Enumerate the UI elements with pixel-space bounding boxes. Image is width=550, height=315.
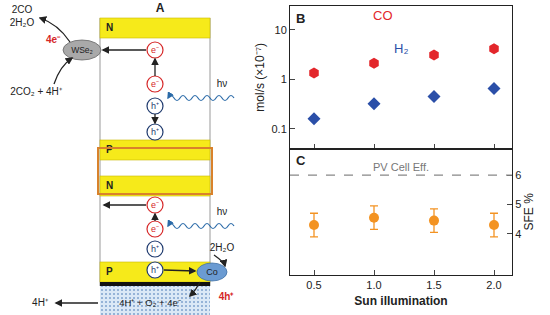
svg-text:SFE %: SFE % bbox=[522, 193, 536, 231]
svg-text:hν: hν bbox=[217, 78, 228, 89]
svg-text:1.0: 1.0 bbox=[366, 279, 381, 291]
svg-text:2CO: 2CO bbox=[12, 4, 33, 15]
svg-text:e⁻: e⁻ bbox=[151, 224, 159, 234]
svg-text:mol/s (×10⁻⁷): mol/s (×10⁻⁷) bbox=[253, 43, 267, 112]
svg-text:10: 10 bbox=[275, 24, 287, 36]
svg-text:h⁺: h⁺ bbox=[151, 265, 159, 275]
svg-text:Sun illumination: Sun illumination bbox=[354, 294, 447, 308]
svg-text:4H⁺ + O₂ + 4e⁻: 4H⁺ + O₂ + 4e⁻ bbox=[119, 297, 180, 308]
svg-text:C: C bbox=[296, 153, 306, 168]
svg-text:h⁺: h⁺ bbox=[151, 127, 159, 137]
svg-text:4h⁺: 4h⁺ bbox=[219, 291, 235, 302]
svg-text:h⁺: h⁺ bbox=[151, 244, 159, 254]
svg-text:N: N bbox=[106, 180, 113, 191]
svg-text:6: 6 bbox=[515, 169, 521, 181]
svg-text:4: 4 bbox=[515, 228, 521, 240]
svg-text:hν: hν bbox=[217, 206, 228, 217]
svg-text:H₂: H₂ bbox=[394, 41, 408, 56]
svg-text:P: P bbox=[106, 144, 113, 155]
svg-text:B: B bbox=[296, 11, 305, 26]
svg-text:1.5: 1.5 bbox=[426, 279, 441, 291]
svg-text:N: N bbox=[106, 22, 113, 33]
svg-text:e⁻: e⁻ bbox=[151, 79, 159, 89]
svg-text:2.0: 2.0 bbox=[486, 279, 501, 291]
svg-text:4H⁺: 4H⁺ bbox=[32, 297, 49, 308]
svg-text:5: 5 bbox=[515, 198, 521, 210]
svg-text:h⁺: h⁺ bbox=[151, 101, 159, 111]
svg-text:2H₂O: 2H₂O bbox=[10, 17, 35, 28]
svg-text:2H₂O: 2H₂O bbox=[210, 242, 235, 253]
svg-text:2CO₂ + 4H⁺: 2CO₂ + 4H⁺ bbox=[10, 86, 63, 97]
svg-text:e⁻: e⁻ bbox=[151, 200, 159, 210]
svg-text:4e⁻: 4e⁻ bbox=[46, 34, 61, 45]
svg-text:e⁻: e⁻ bbox=[151, 45, 159, 55]
svg-text:P: P bbox=[106, 266, 113, 277]
svg-text:CO: CO bbox=[373, 8, 393, 23]
svg-text:0.5: 0.5 bbox=[306, 279, 321, 291]
svg-text:PV Cell Eff.: PV Cell Eff. bbox=[373, 161, 429, 173]
svg-text:Co: Co bbox=[206, 267, 218, 277]
svg-text:A: A bbox=[156, 1, 165, 15]
svg-text:WSe₂: WSe₂ bbox=[71, 45, 93, 55]
svg-text:1: 1 bbox=[281, 73, 287, 85]
svg-text:0.1: 0.1 bbox=[272, 123, 287, 135]
